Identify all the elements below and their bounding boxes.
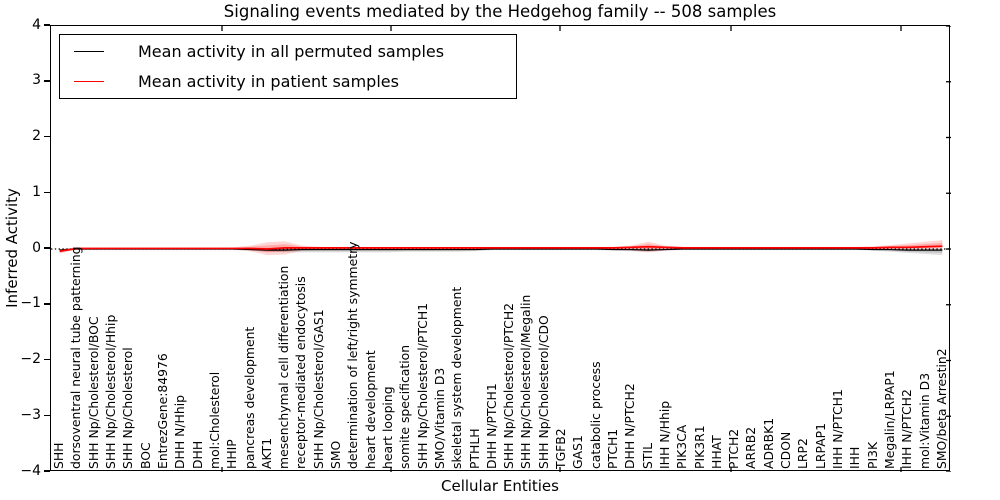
x-tick-label: heart development [362,350,378,469]
x-tick-label: PIK3R1 [691,425,707,469]
x-tick-label: PIK3CA [674,424,690,469]
x-tick-label: IHH N/PTCH2 [899,389,915,469]
x-tick-label: catabolic process [587,361,603,469]
x-tick-label: HHAT [708,435,724,469]
x-tick-label: mol:Vitamin D3 [916,372,932,469]
x-tick-label: CDON [778,431,794,469]
x-tick-label: EntrezGene:84976 [155,353,170,469]
x-tick-label: SHH Np/Cholesterol/GAS1 [310,309,326,469]
patient-mean-line [59,245,943,253]
y-tick-label: −2 [20,351,41,367]
y-tick-label: 4 [32,16,41,33]
legend-entry-patient: Mean activity in patient samples [60,67,516,95]
y-tick-mark [44,470,50,472]
x-tick-label: PI3K [864,441,880,469]
x-tick-label: BOC [137,442,153,469]
x-tick-label: IHH [847,446,863,469]
red-line-sample [74,80,104,82]
x-tick-label: pancreas development [241,326,257,469]
y-tick-mark [44,247,50,249]
x-tick-label: DHH N/PTCH2 [622,383,638,469]
legend-entry-permuted: Mean activity in all permuted samples [60,37,516,65]
legend-box: Mean activity in all permuted samples Me… [59,34,517,99]
x-tick-label: SHH Np/Cholesterol/PTCH2 [501,302,517,469]
x-tick-label: heart looping [380,386,395,469]
x-tick-label: DHH N/PTCH1 [483,383,499,469]
x-tick-label: SHH Np/Cholesterol/Hhip [103,314,119,469]
y-tick-label: 3 [32,72,41,89]
y-tick-label: −3 [20,406,41,423]
x-tick-label: AKT1 [258,437,274,469]
x-tick-label: DHH N/Hhip [172,394,188,469]
y-tick-mark [44,24,50,26]
x-tick-label: DHH [189,440,205,469]
x-tick-label: PTCH1 [605,428,620,469]
y-tick-label: 2 [32,128,41,144]
x-tick-label: LRPAP1 [812,422,828,469]
plot-area [50,25,951,472]
x-tick-label: LRP2 [795,438,811,469]
x-tick-label: dorsoventral neural tube patterning [68,246,84,469]
x-tick-label: SHH Np/Cholesterol [120,347,136,469]
x-tick-label: ADRBK1 [760,417,776,469]
y-tick-mark [44,358,50,361]
x-tick-label: PTCH2 [726,428,742,469]
y-tick-label: −1 [20,295,41,312]
legend-label: Mean activity in patient samples [138,71,399,91]
x-tick-label: skeletal system development [449,286,465,469]
y-tick-mark [44,191,50,193]
x-tick-label: SMO/beta Arrestin2 [933,348,949,469]
x-tick-label: IHH N/Hhip [656,400,672,469]
x-tick-label: TGFB2 [553,428,569,469]
legend-label: Mean activity in all permuted samples [138,41,445,61]
x-tick-label: Megalin/LRPAP1 [881,370,897,469]
y-tick-mark [44,414,50,416]
y-tick-mark [44,80,50,82]
x-axis-label: Cellular Entities [441,477,559,495]
x-tick-label: SMO/Vitamin D3 [431,367,447,469]
y-tick-label: 0 [32,239,41,256]
chart-canvas [51,26,951,472]
x-tick-label: SMO [328,440,344,469]
y-tick-mark [44,303,50,305]
x-tick-label: ARRB2 [743,426,759,469]
y-tick-mark [44,135,50,138]
y-tick-label: −4 [20,462,41,479]
x-tick-label: HHIP [224,439,240,469]
x-tick-label: SHH Np/Cholesterol/BOC [85,316,101,469]
x-tick-label: mesenchymal cell differentiation [276,265,292,469]
black-line-sample [74,50,104,52]
x-tick-label: PTHLH [466,428,482,469]
y-tick-label: 1 [32,183,41,200]
x-tick-label: SHH Np/Cholesterol/CDO [535,315,551,469]
x-tick-label: SHH [51,442,67,470]
x-tick-label: STIL [639,443,655,469]
x-tick-label: determination of left/right symmetry [345,241,361,470]
x-tick-label: SHH Np/Cholesterol/PTCH1 [414,302,430,469]
x-tick-label: receptor-mediated endocytosis [293,276,309,469]
x-tick-label: SHH Np/Cholesterol/Megalin [518,294,534,469]
x-tick-label: mol:Cholesterol [206,371,222,469]
x-tick-label: IHH N/PTCH1 [830,389,845,469]
x-tick-label: GAS1 [570,435,586,469]
x-tick-label: somite specification [397,344,413,469]
chart-title: Signaling events mediated by the Hedgeho… [223,2,777,21]
